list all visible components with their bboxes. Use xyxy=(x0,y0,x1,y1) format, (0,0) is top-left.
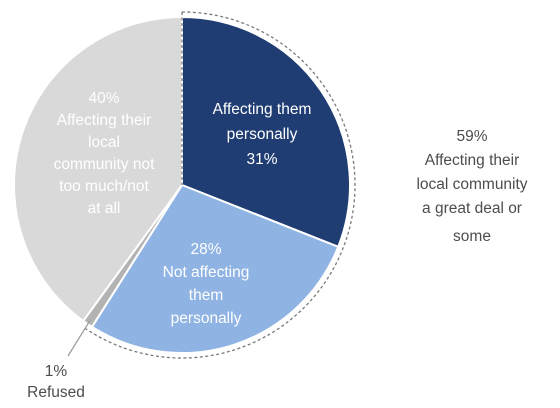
pie-slice-personal xyxy=(181,15,351,249)
slice-labels: Affecting them personally 31% 28% Not affect… xyxy=(27,90,528,401)
label-not-local-2: local xyxy=(88,134,120,151)
label-not-personal-3: personally xyxy=(171,310,242,327)
label-not-local-4: too much/not xyxy=(59,178,149,195)
group-bracket-arc xyxy=(83,11,356,359)
label-not-personal-1: Not affecting xyxy=(163,264,250,281)
label-not-personal-2: them xyxy=(189,287,223,304)
label-not-personal-0: 28% xyxy=(190,241,221,258)
label-personal-2: 31% xyxy=(246,151,277,168)
label-not-local-5: at all xyxy=(88,200,121,217)
group-annotation-line-2: local community xyxy=(416,176,527,193)
group-annotation-line-3: a great deal or xyxy=(422,200,522,217)
refused-leader-line xyxy=(67,320,91,357)
label-refused-0: 1% xyxy=(45,363,68,380)
pie-slice-not-local xyxy=(13,15,183,323)
group-annotation-pct: 59% xyxy=(456,128,487,145)
label-not-local-1: Affecting their xyxy=(57,112,152,129)
label-not-local-3: community not xyxy=(54,156,155,173)
label-personal-0: Affecting them xyxy=(213,101,312,118)
pie-slice-not-personal xyxy=(90,183,340,354)
label-refused-1: Refused xyxy=(27,384,85,401)
group-annotation-line-4: some xyxy=(453,228,491,245)
group-annotation-line-1: Affecting their xyxy=(425,152,520,169)
label-personal-1: personally xyxy=(227,126,298,143)
label-not-local-0: 40% xyxy=(88,90,119,107)
pie-slices xyxy=(13,15,351,354)
